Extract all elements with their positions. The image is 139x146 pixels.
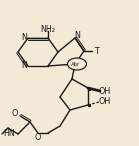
Text: N: N xyxy=(21,33,27,42)
Text: N: N xyxy=(21,61,27,71)
Text: OH: OH xyxy=(99,97,111,106)
Text: Abr: Abr xyxy=(71,61,81,66)
Text: NH₂: NH₂ xyxy=(40,25,55,33)
Text: HN: HN xyxy=(3,130,15,139)
Text: O: O xyxy=(35,133,41,142)
Text: OH: OH xyxy=(99,87,111,97)
Ellipse shape xyxy=(68,58,86,70)
Text: T: T xyxy=(94,46,98,55)
Text: O: O xyxy=(12,108,18,118)
Text: N: N xyxy=(74,32,80,40)
